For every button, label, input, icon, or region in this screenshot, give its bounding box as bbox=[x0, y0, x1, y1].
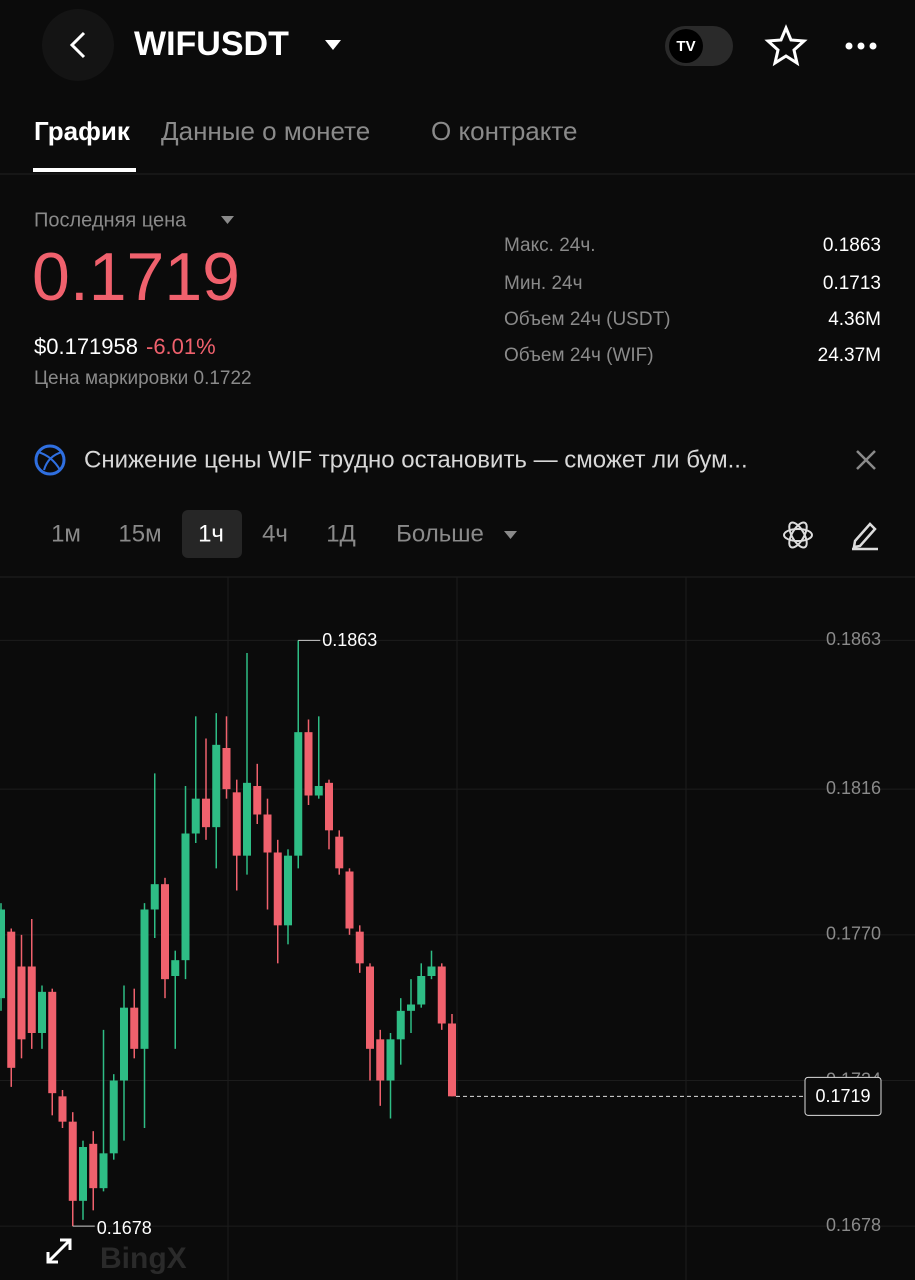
candle-body bbox=[130, 1007, 139, 1049]
more-dropdown[interactable] bbox=[504, 531, 517, 539]
candle-body bbox=[58, 1096, 67, 1122]
candle-body bbox=[0, 909, 5, 999]
vertical-grid bbox=[227, 577, 687, 1280]
y-tick-label: 0.1863 bbox=[826, 629, 881, 649]
chart: 0.18630.18160.17700.17240.1678BingX0.186… bbox=[0, 629, 915, 1275]
candle-body bbox=[89, 1143, 98, 1189]
candle-body bbox=[109, 1080, 118, 1154]
candle-body bbox=[140, 909, 149, 1049]
tab-underline bbox=[33, 168, 136, 172]
candle-body bbox=[150, 884, 159, 910]
tv-icon: TV bbox=[676, 38, 695, 55]
candle-body bbox=[325, 782, 333, 831]
candle-body bbox=[407, 1004, 415, 1011]
news-text[interactable]: Снижение цены WIF трудно остановить — см… bbox=[84, 446, 748, 473]
candle-body bbox=[232, 792, 241, 856]
favorite[interactable] bbox=[764, 24, 808, 67]
candle-body bbox=[273, 852, 282, 926]
candle-body bbox=[222, 748, 231, 790]
news-close[interactable] bbox=[856, 450, 876, 470]
candle-body bbox=[212, 744, 221, 828]
symbol[interactable]: WIFUSDT bbox=[134, 25, 289, 63]
candle-body bbox=[48, 991, 57, 1094]
symbol-dropdown[interactable] bbox=[325, 40, 341, 50]
candle-body bbox=[437, 966, 446, 1024]
candle-body bbox=[17, 966, 26, 1040]
tv-knob bbox=[669, 29, 703, 63]
watermark: BingX bbox=[100, 1242, 187, 1275]
price-label-dropdown[interactable] bbox=[221, 216, 234, 224]
candle-body bbox=[79, 1147, 87, 1201]
candle-body bbox=[335, 836, 344, 869]
candle-body bbox=[171, 960, 180, 976]
news-icon-inner bbox=[37, 451, 63, 471]
candle-body bbox=[181, 833, 190, 961]
back-icon bbox=[69, 31, 86, 59]
interval[interactable]: 4ч bbox=[262, 520, 288, 547]
candle-body bbox=[427, 966, 436, 976]
candle-body bbox=[38, 991, 46, 1033]
candle-body bbox=[386, 1039, 395, 1081]
draw-icon[interactable] bbox=[852, 522, 878, 551]
interval[interactable]: 1м bbox=[51, 520, 81, 547]
interval[interactable]: 1ч bbox=[198, 520, 224, 547]
candle-body bbox=[68, 1121, 77, 1201]
price-label: Последняя цена bbox=[34, 209, 187, 231]
interval[interactable]: Больше bbox=[396, 520, 484, 547]
expand-icon[interactable] bbox=[46, 1238, 72, 1264]
candle-body bbox=[7, 931, 16, 1068]
candle-body bbox=[448, 1023, 456, 1097]
tab[interactable]: Данные о монете bbox=[161, 116, 370, 146]
stat-label: Мин. 24ч bbox=[504, 273, 583, 294]
interval[interactable]: 1Д bbox=[326, 520, 356, 547]
mark-price: Цена маркировки 0.1722 bbox=[34, 368, 252, 389]
stat-value: 0.1863 bbox=[823, 235, 881, 256]
max-label: 0.1863 bbox=[322, 630, 377, 650]
tab[interactable]: График bbox=[34, 116, 131, 146]
candle-body bbox=[27, 966, 36, 1033]
stat-value: 4.36M bbox=[828, 309, 881, 330]
candle-body bbox=[355, 931, 364, 964]
last-price-label: 0.1719 bbox=[815, 1086, 870, 1106]
candle-body bbox=[161, 884, 169, 980]
candle-body bbox=[202, 798, 210, 828]
tab[interactable]: О контракте bbox=[431, 116, 578, 146]
usd-price: $0.171958 bbox=[34, 334, 138, 359]
candle-body bbox=[191, 798, 200, 834]
y-tick-label: 0.1678 bbox=[826, 1215, 881, 1235]
stat-label: Макс. 24ч. bbox=[504, 235, 596, 256]
candle-body bbox=[253, 786, 262, 815]
back-button[interactable] bbox=[42, 9, 114, 81]
more[interactable] bbox=[845, 42, 877, 50]
last-price-box bbox=[804, 1076, 882, 1116]
stat-label: Объем 24ч (WIF) bbox=[504, 345, 654, 366]
candle-body bbox=[284, 855, 292, 926]
interval-selected bbox=[182, 510, 242, 558]
candle-body bbox=[243, 782, 251, 856]
y-tick-label: 0.1816 bbox=[826, 778, 881, 798]
candle-body bbox=[376, 1039, 385, 1081]
candle-body bbox=[345, 871, 354, 929]
indicator-icon[interactable] bbox=[783, 520, 813, 550]
candle-body bbox=[263, 814, 272, 853]
interval[interactable]: 15м bbox=[118, 520, 161, 547]
candle-body bbox=[396, 1010, 405, 1040]
y-tick-label: 0.1770 bbox=[826, 924, 881, 944]
min-label: 0.1678 bbox=[97, 1218, 152, 1238]
stat-value: 0.1713 bbox=[823, 273, 881, 294]
stat-value: 24.37M bbox=[818, 345, 881, 366]
price-change: -6.01% bbox=[146, 334, 216, 359]
candle-body bbox=[417, 976, 426, 1005]
last-price: 0.1719 bbox=[32, 239, 240, 315]
candle-body bbox=[314, 786, 323, 796]
stat-label: Объем 24ч (USDT) bbox=[504, 309, 671, 330]
candle-body bbox=[304, 732, 313, 796]
candle-body bbox=[99, 1153, 108, 1189]
candle-body bbox=[294, 732, 303, 856]
candle-body bbox=[366, 966, 374, 1049]
candle-body bbox=[120, 1007, 128, 1081]
news-icon bbox=[34, 444, 66, 476]
